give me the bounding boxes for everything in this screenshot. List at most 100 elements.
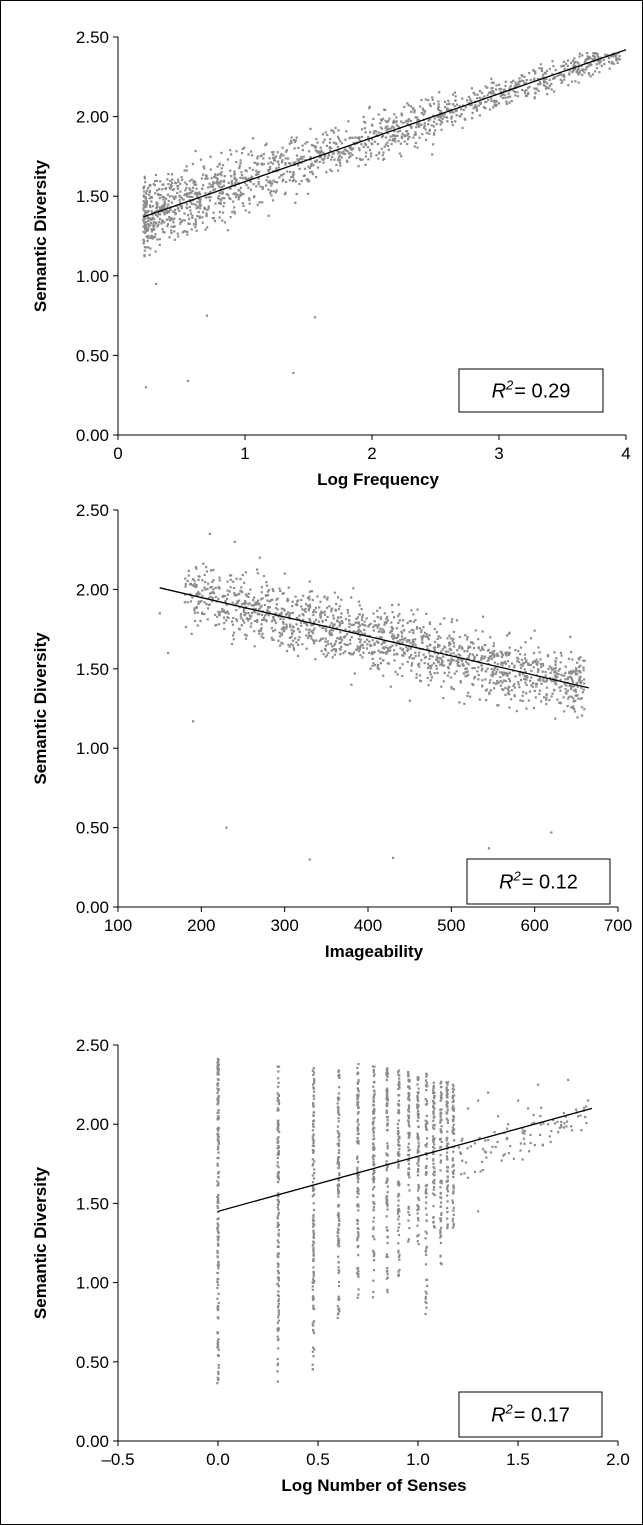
data-point xyxy=(277,1081,280,1084)
data-point xyxy=(170,229,173,232)
data-point xyxy=(235,196,238,199)
data-point xyxy=(500,90,503,94)
data-point xyxy=(568,72,571,75)
data-point xyxy=(312,1119,316,1122)
data-point xyxy=(330,645,334,648)
data-point xyxy=(442,655,445,658)
data-point xyxy=(320,649,323,653)
data-point xyxy=(522,1129,525,1132)
data-point xyxy=(414,651,417,654)
data-point xyxy=(261,186,265,189)
data-point xyxy=(492,90,495,93)
data-point xyxy=(145,189,148,192)
data-point xyxy=(422,634,425,637)
data-point xyxy=(369,622,372,625)
data-point xyxy=(386,1165,389,1168)
data-point xyxy=(302,618,305,621)
data-point xyxy=(390,621,393,624)
data-point xyxy=(381,134,384,138)
data-point xyxy=(408,1132,411,1135)
data-point xyxy=(581,69,585,72)
data-point xyxy=(398,641,401,644)
data-point xyxy=(200,187,204,190)
data-point xyxy=(433,1178,436,1182)
data-point xyxy=(593,56,596,59)
data-point xyxy=(570,676,573,679)
data-point xyxy=(417,1197,420,1200)
data-point xyxy=(462,672,465,675)
data-point xyxy=(336,1243,339,1246)
data-point xyxy=(385,1277,388,1280)
data-point xyxy=(169,179,172,182)
data-point xyxy=(446,1119,449,1122)
data-point xyxy=(398,1112,401,1115)
data-point xyxy=(496,704,499,707)
data-point xyxy=(345,644,348,647)
data-point xyxy=(151,205,154,208)
data-point xyxy=(496,668,499,671)
data-point xyxy=(384,645,387,648)
data-point xyxy=(217,1070,220,1073)
x-tick-label: 0.0 xyxy=(206,1450,230,1469)
data-point xyxy=(510,100,513,103)
data-point xyxy=(292,630,296,633)
data-point xyxy=(171,210,174,213)
data-point xyxy=(343,643,346,646)
data-point xyxy=(422,626,425,629)
data-point xyxy=(425,1142,429,1145)
data-point xyxy=(337,1237,340,1240)
data-point xyxy=(272,153,275,156)
data-point xyxy=(288,645,291,648)
data-point xyxy=(490,77,493,80)
data-point xyxy=(199,204,203,207)
data-point xyxy=(276,1065,279,1068)
data-point xyxy=(525,659,528,662)
data-point xyxy=(199,158,202,161)
data-point xyxy=(545,696,548,699)
data-point xyxy=(303,621,306,624)
data-point xyxy=(380,127,384,130)
data-point xyxy=(311,1158,314,1161)
data-point xyxy=(283,572,286,575)
data-point xyxy=(373,1186,376,1189)
data-point xyxy=(240,624,243,627)
data-point xyxy=(575,70,578,74)
data-point xyxy=(263,603,266,607)
data-point xyxy=(566,59,569,62)
data-point xyxy=(167,183,170,186)
data-point xyxy=(214,188,217,191)
data-point xyxy=(428,132,431,135)
data-point xyxy=(407,1073,410,1076)
data-point xyxy=(312,1151,315,1154)
data-point xyxy=(341,638,344,641)
data-point xyxy=(412,631,415,635)
data-point xyxy=(339,616,342,619)
data-point xyxy=(387,120,390,123)
data-point xyxy=(446,1081,449,1084)
data-point xyxy=(334,648,338,651)
data-point xyxy=(416,1212,419,1215)
data-point xyxy=(216,1229,219,1232)
data-point xyxy=(311,144,315,147)
data-point xyxy=(337,1266,340,1269)
data-point xyxy=(563,710,566,713)
data-point xyxy=(372,1103,375,1106)
data-point xyxy=(189,593,192,596)
data-point xyxy=(276,1153,279,1156)
data-point xyxy=(177,178,180,181)
data-point xyxy=(408,1106,411,1109)
data-point xyxy=(374,624,377,627)
data-point xyxy=(372,1085,375,1088)
data-point xyxy=(372,1069,375,1072)
data-point xyxy=(409,124,412,127)
data-point xyxy=(402,619,405,622)
data-point xyxy=(184,181,187,184)
data-point xyxy=(432,1084,435,1087)
data-point xyxy=(373,129,376,133)
data-point xyxy=(184,230,187,233)
data-point xyxy=(355,648,358,651)
data-point xyxy=(573,62,576,65)
data-point xyxy=(225,826,228,829)
data-point xyxy=(507,686,510,689)
data-point xyxy=(249,177,253,180)
